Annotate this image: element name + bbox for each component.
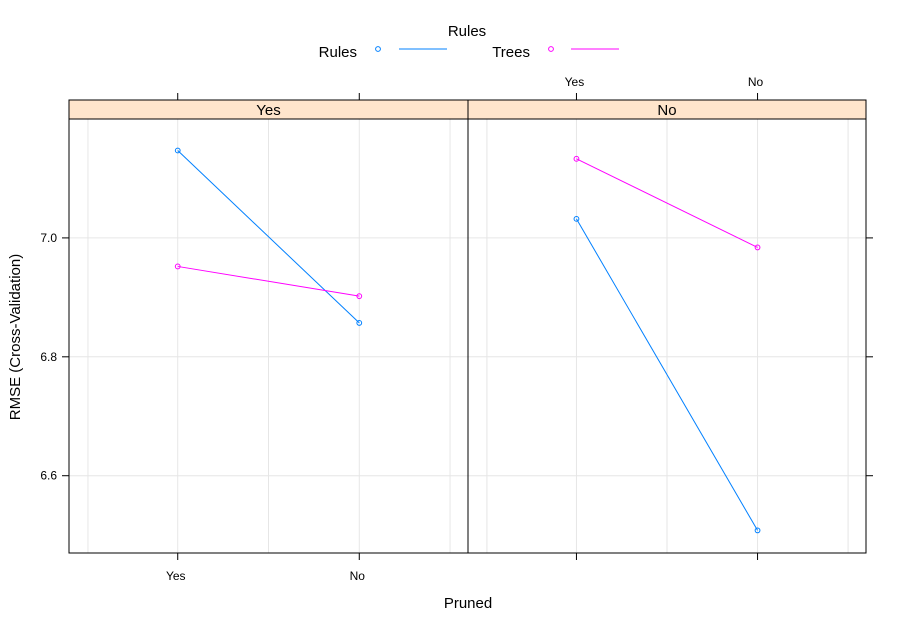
panel-yes: Yes Yes No 6.6 6.8 7.0 [40,93,469,583]
data-point-trees [356,293,363,300]
x-tick-label: Yes [166,569,186,583]
data-point-trees [174,263,181,270]
x-tick-label: No [350,569,366,583]
data-point-trees [754,244,761,251]
x-tick-label: No [748,75,764,89]
data-point-rules [356,320,363,326]
y-tick-label: 6.8 [40,350,57,364]
x-tick-label: Yes [565,75,585,89]
legend: Rules Rules Trees [319,23,619,61]
series-line-rules [177,150,360,324]
series-line-trees [177,265,360,297]
data-point-trees [573,155,580,162]
data-point-rules [573,215,580,222]
panel-no: No Yes No [467,75,873,560]
series-line-rules [576,218,758,531]
y-axis-title: RMSE (Cross-Validation) [7,254,24,420]
x-axis-title: Pruned [444,595,492,612]
y-tick-label: 7.0 [40,231,57,245]
legend-marker-trees [548,46,554,52]
strip-label: No [657,102,676,119]
panels: Yes Yes No 6.6 6.8 7.0 No Yes No [40,75,873,583]
legend-label-trees: Trees [492,44,530,61]
y-tick-label: 6.6 [40,469,57,483]
data-point-rules [754,527,761,534]
data-point-rules [174,147,181,154]
panel-border [467,118,867,554]
strip-label: Yes [256,102,280,119]
legend-marker-rules [375,46,381,52]
series-line-trees [576,158,758,248]
legend-label-rules: Rules [319,44,357,61]
legend-title: Rules [448,23,486,40]
